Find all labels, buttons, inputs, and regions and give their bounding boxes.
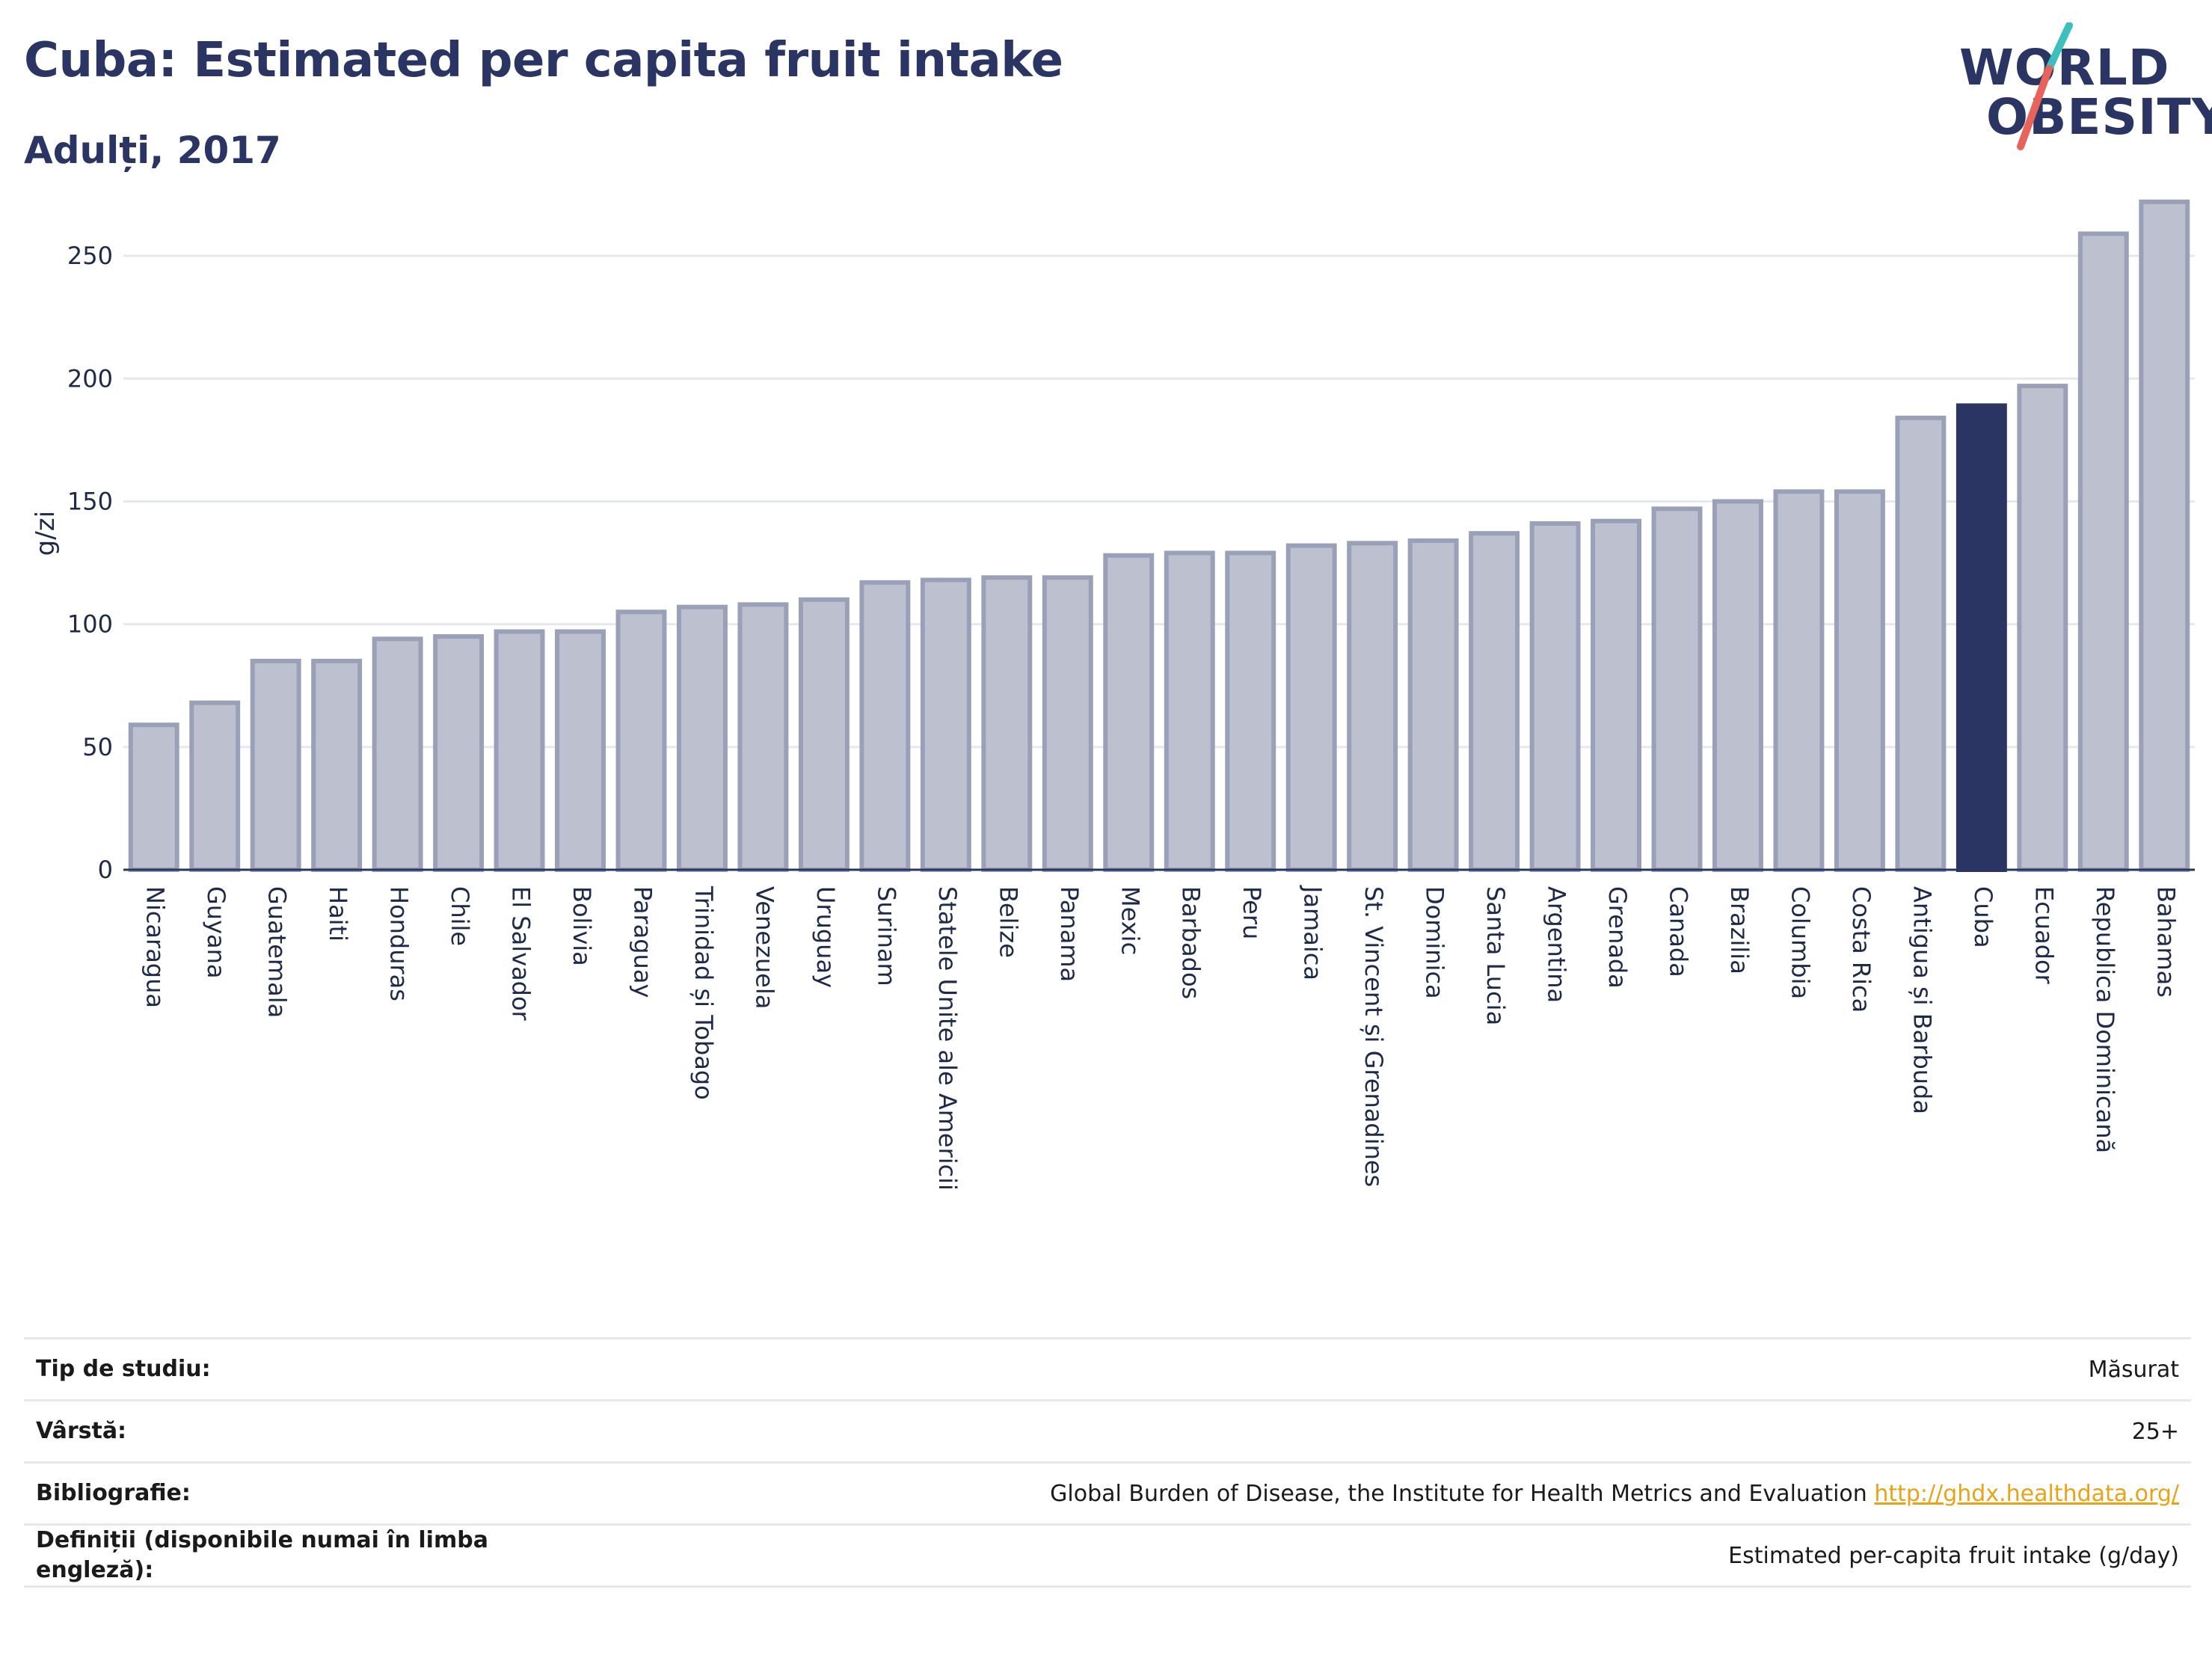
x-tick-label: Guyana [202,886,230,979]
bar-chile [433,634,485,873]
x-tick-label: Venezuela [750,886,778,1009]
bar-trinidad-i-tobago [677,604,728,872]
metadata-table: Tip de studiu: Măsurat Vârstă: 25+ Bibli… [24,1337,2191,1588]
bar-cuba [1956,403,2007,873]
bar-grenada [1591,518,1641,872]
x-tick-label: Guatemala [263,886,292,1018]
x-tick-label: St. Vincent și Grenadines [1360,886,1388,1187]
y-tick-label: 250 [67,242,113,270]
chart-title: Cuba: Estimated per capita fruit intake [24,33,1063,88]
y-tick-label: 200 [67,364,113,393]
bar-argentina [1529,521,1581,872]
x-tick-label: Uruguay [811,886,840,988]
x-tick-label: Paraguay [629,886,657,998]
bar-bahamas [2139,199,2190,873]
bar-guyana [189,700,241,872]
bar-brazilia [1712,499,1763,872]
x-tick-label: Republica Dominicană [2091,886,2119,1153]
bar-surinam [859,580,911,873]
bar-ecuador [2017,384,2068,872]
bar-chart: 0 50 100 150 200 250 Nicaragua Guyana Guatemala… [31,199,2195,1191]
meta-row-study-type: Tip de studiu: Măsurat [24,1338,2191,1401]
bar-antigua-i-barbuda [1895,415,1947,872]
bar-jamaica [1285,543,1337,872]
bar-el-salvador [494,629,545,872]
meta-row-bibliography: Bibliografie: Global Burden of Disease, … [24,1462,2191,1525]
bar-columbia [1773,489,1825,872]
bar-costa-rica [1834,489,1885,872]
bar-statele-unite-ale-americii [920,577,971,872]
y-tick-label: 0 [98,856,113,884]
x-tick-label: Antigua și Barbuda [1908,886,1936,1114]
x-tick-label: Canada [1665,886,1693,977]
bar-panama [1042,575,1093,872]
bar-belize [981,575,1033,872]
x-tick-label: Chile [446,886,474,946]
bar-guatemala [250,658,301,873]
x-tick-label: Bahamas [2151,886,2180,998]
meta-value-bibliography: Global Burden of Disease, the Institute … [526,1463,2191,1525]
bar-haiti [311,658,363,873]
bar-paraguay [615,610,667,873]
y-tick-label: 150 [67,487,113,515]
bar-dominica [1407,538,1459,872]
logo-slash-icon [2017,22,2073,150]
meta-key-age: Vârstă: [36,1418,127,1444]
x-tick-label: Cuba [1969,886,1997,948]
meta-key-definitions: Definiții (disponibile numai în limba en… [36,1527,488,1583]
meta-value-study-type: Măsurat [2088,1356,2179,1383]
bibliography-link[interactable]: http://ghdx.healthdata.org/ [1874,1480,2179,1507]
y-tick-label: 100 [67,610,113,639]
x-tick-label: Mexic [1116,886,1144,955]
x-tick-label: Jamaica [1299,885,1327,980]
logo-text-world: WORLD [1959,39,2170,96]
x-tick-label: Peru [1238,886,1266,939]
y-axis: 0 50 100 150 200 250 [67,242,113,884]
bar-honduras [372,636,423,872]
x-tick-label: Haiti [324,886,352,942]
meta-key-study-type: Tip de studiu: [36,1356,211,1382]
x-tick-label: Honduras [385,886,414,1001]
x-tick-label: Belize [994,886,1022,958]
meta-key-bibliography: Bibliografie: [36,1480,191,1506]
x-tick-label: Columbia [1786,886,1814,999]
bar-venezuela [737,602,789,872]
x-tick-label: Dominica [1421,886,1449,999]
x-tick-label: Argentina [1543,886,1571,1003]
y-tick-label: 50 [82,733,113,761]
meta-value-age: 25+ [2131,1418,2179,1445]
chart-subtitle: Adulți, 2017 [24,129,281,172]
bar-peru [1225,550,1276,872]
bibliography-text: Global Burden of Disease, the Institute … [1050,1480,1875,1507]
world-obesity-logo: WORLD OBESITY [1952,22,2212,157]
x-tick-label: Costa Rica [1847,886,1875,1013]
bar-mexic [1103,553,1155,872]
x-tick-label: Statele Unite ale Americii [933,886,962,1191]
x-tick-label: Grenada [1603,886,1632,989]
bar-bolivia [555,629,606,872]
x-tick-label: El Salvador [507,886,535,1022]
bar-republica-dominican- [2077,231,2129,872]
x-tick-label: Nicaragua [141,886,170,1008]
bar-barbados [1164,550,1215,872]
bar-uruguay [798,597,850,872]
x-tick-label: Surinam [872,886,900,986]
x-tick-label: Brazilia [1725,886,1754,974]
x-tick-label: Barbados [1177,886,1205,999]
y-axis-label: g/zi [31,511,61,556]
meta-value-definitions: Estimated per-capita fruit intake (g/day… [1728,1542,2179,1569]
bars [128,199,2190,873]
meta-row-age: Vârstă: 25+ [24,1400,2191,1463]
bar-santa-lucia [1469,531,1520,872]
x-tick-label: Trinidad și Tobago [689,885,718,1100]
bar-st-vincent-i-grenadines [1347,541,1398,872]
x-axis-labels: Nicaragua Guyana Guatemala Haiti Honduras Chi… [141,885,2181,1191]
bar-canada [1651,506,1703,872]
meta-row-definitions: Definiții (disponibile numai în limba en… [24,1524,2191,1587]
x-tick-label: Panama [1055,886,1084,982]
x-tick-label: Bolivia [568,886,596,966]
x-tick-label: Santa Lucia [1481,886,1510,1025]
x-tick-label: Ecuador [2030,886,2058,985]
bar-nicaragua [128,722,179,872]
